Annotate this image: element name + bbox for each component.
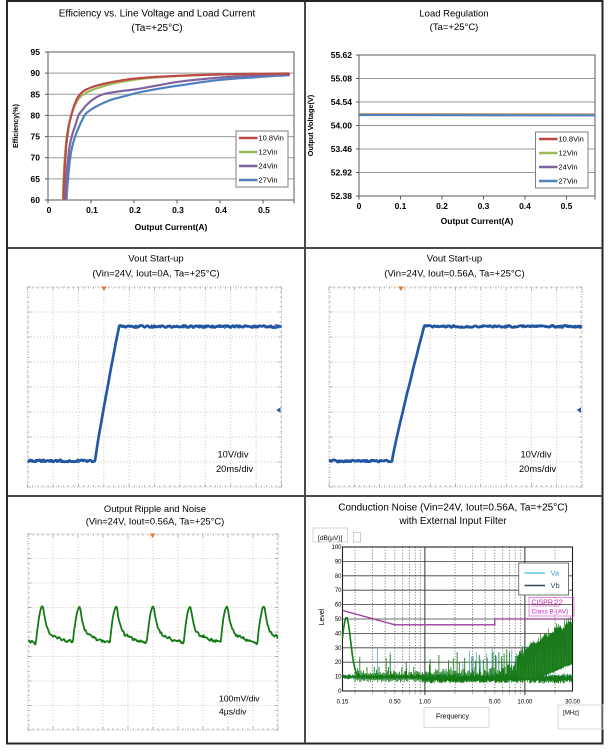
svg-text:CISPR 22: CISPR 22 (532, 600, 563, 607)
svg-text:(Vin=24V, Iout=0A, Ta=+25°C): (Vin=24V, Iout=0A, Ta=+25°C) (92, 269, 219, 280)
svg-text:0.15: 0.15 (337, 700, 349, 706)
svg-text:0: 0 (357, 201, 362, 211)
svg-text:Efficiency vs. Line Voltage an: Efficiency vs. Line Voltage and Load Cur… (59, 9, 256, 20)
svg-text:[MHz]: [MHz] (563, 711, 579, 717)
svg-text:0.3: 0.3 (478, 201, 490, 211)
svg-text:53.46: 53.46 (331, 144, 353, 154)
svg-text:4µs/div: 4µs/div (219, 707, 247, 717)
svg-text:Vout Start-up: Vout Start-up (427, 254, 482, 265)
svg-text:Output Current(A): Output Current(A) (135, 222, 208, 232)
svg-text:0.1: 0.1 (395, 201, 407, 211)
svg-text:Vb: Vb (551, 581, 560, 590)
svg-text:5.00: 5.00 (489, 700, 501, 706)
svg-text:0.4: 0.4 (215, 205, 227, 215)
svg-text:0.50: 0.50 (389, 700, 401, 706)
svg-text:0.2: 0.2 (129, 205, 141, 215)
svg-text:(Vin=24V, Iout=0.56A, Ta=+25°C: (Vin=24V, Iout=0.56A, Ta=+25°C) (384, 269, 524, 280)
svg-text:1.00: 1.00 (419, 700, 431, 706)
svg-text:Class B (AV): Class B (AV) (532, 609, 569, 616)
svg-text:50: 50 (335, 617, 342, 623)
svg-text:27Vin: 27Vin (259, 176, 278, 185)
svg-text:85: 85 (31, 89, 41, 99)
svg-text:0: 0 (47, 205, 52, 215)
svg-text:80: 80 (335, 574, 342, 580)
svg-text:0.3: 0.3 (172, 205, 184, 215)
svg-text:0.1: 0.1 (86, 205, 98, 215)
svg-text:70: 70 (31, 153, 41, 163)
svg-text:Output Ripple and Noise: Output Ripple and Noise (104, 503, 206, 514)
svg-text:0.2: 0.2 (436, 201, 448, 211)
svg-text:10: 10 (335, 675, 342, 681)
svg-text:(Ta=+25°C): (Ta=+25°C) (131, 23, 182, 34)
svg-text:Conduction Noise (Vin=24V, Iou: Conduction Noise (Vin=24V, Iout=0.56A, T… (338, 503, 568, 514)
svg-text:95: 95 (31, 47, 41, 57)
svg-text:10.00: 10.00 (517, 700, 533, 706)
svg-text:Va: Va (551, 569, 560, 578)
svg-text:0.4: 0.4 (519, 201, 531, 211)
svg-text:100mV/div: 100mV/div (219, 694, 260, 704)
svg-text:[dB(µV)]: [dB(µV)] (318, 535, 342, 542)
svg-text:54.00: 54.00 (331, 121, 353, 131)
svg-text:80: 80 (31, 110, 41, 120)
svg-text:Level: Level (319, 608, 326, 625)
svg-text:0.5: 0.5 (258, 205, 270, 215)
svg-text:with External Input Filter: with External Input Filter (398, 516, 507, 527)
svg-text:30.00: 30.00 (565, 700, 581, 706)
svg-text:75: 75 (31, 132, 41, 142)
svg-text:52.92: 52.92 (331, 168, 353, 178)
svg-text:10.8Vin: 10.8Vin (259, 134, 284, 143)
svg-text:Vout Start-up: Vout Start-up (128, 254, 183, 265)
svg-text:Output Current(A): Output Current(A) (441, 216, 514, 226)
svg-text:10V/div: 10V/div (521, 450, 552, 460)
svg-text:10.8Vin: 10.8Vin (559, 135, 584, 144)
svg-text:(Vin=24V, Iout=0.56A, Ta=+25°C: (Vin=24V, Iout=0.56A, Ta=+25°C) (86, 516, 225, 527)
svg-text:70: 70 (335, 588, 342, 594)
svg-text:27Vin: 27Vin (559, 177, 578, 186)
svg-text:20ms/div: 20ms/div (519, 464, 557, 474)
svg-text:55.62: 55.62 (331, 50, 353, 60)
svg-text:30: 30 (335, 646, 342, 652)
svg-text:52.38: 52.38 (331, 191, 353, 201)
svg-text:100: 100 (331, 545, 342, 551)
svg-text:20: 20 (335, 660, 342, 666)
svg-text:24Vin: 24Vin (259, 162, 278, 171)
svg-text:90: 90 (31, 68, 41, 78)
svg-text:0: 0 (338, 689, 342, 695)
svg-text:65: 65 (31, 174, 41, 184)
svg-text:12Vin: 12Vin (259, 148, 278, 157)
svg-text:Output Voltage(V): Output Voltage(V) (306, 94, 315, 156)
svg-text:12Vin: 12Vin (559, 149, 578, 158)
svg-text:Efficiency(%): Efficiency(%) (13, 104, 20, 148)
svg-text:0.5: 0.5 (561, 201, 573, 211)
svg-text:54.54: 54.54 (331, 97, 353, 107)
svg-text:10V/div: 10V/div (218, 450, 249, 460)
svg-text:Frequency: Frequency (436, 714, 470, 721)
svg-text:55.08: 55.08 (331, 74, 353, 84)
svg-text:60: 60 (335, 603, 342, 609)
svg-text:20ms/div: 20ms/div (216, 464, 254, 474)
svg-text:90: 90 (335, 559, 342, 565)
svg-text:60: 60 (31, 195, 41, 205)
svg-text:24Vin: 24Vin (559, 163, 578, 172)
svg-text:(Ta=+25°C): (Ta=+25°C) (430, 22, 479, 33)
svg-text:40: 40 (335, 631, 342, 637)
svg-text:Load Regulation: Load Regulation (419, 9, 488, 20)
